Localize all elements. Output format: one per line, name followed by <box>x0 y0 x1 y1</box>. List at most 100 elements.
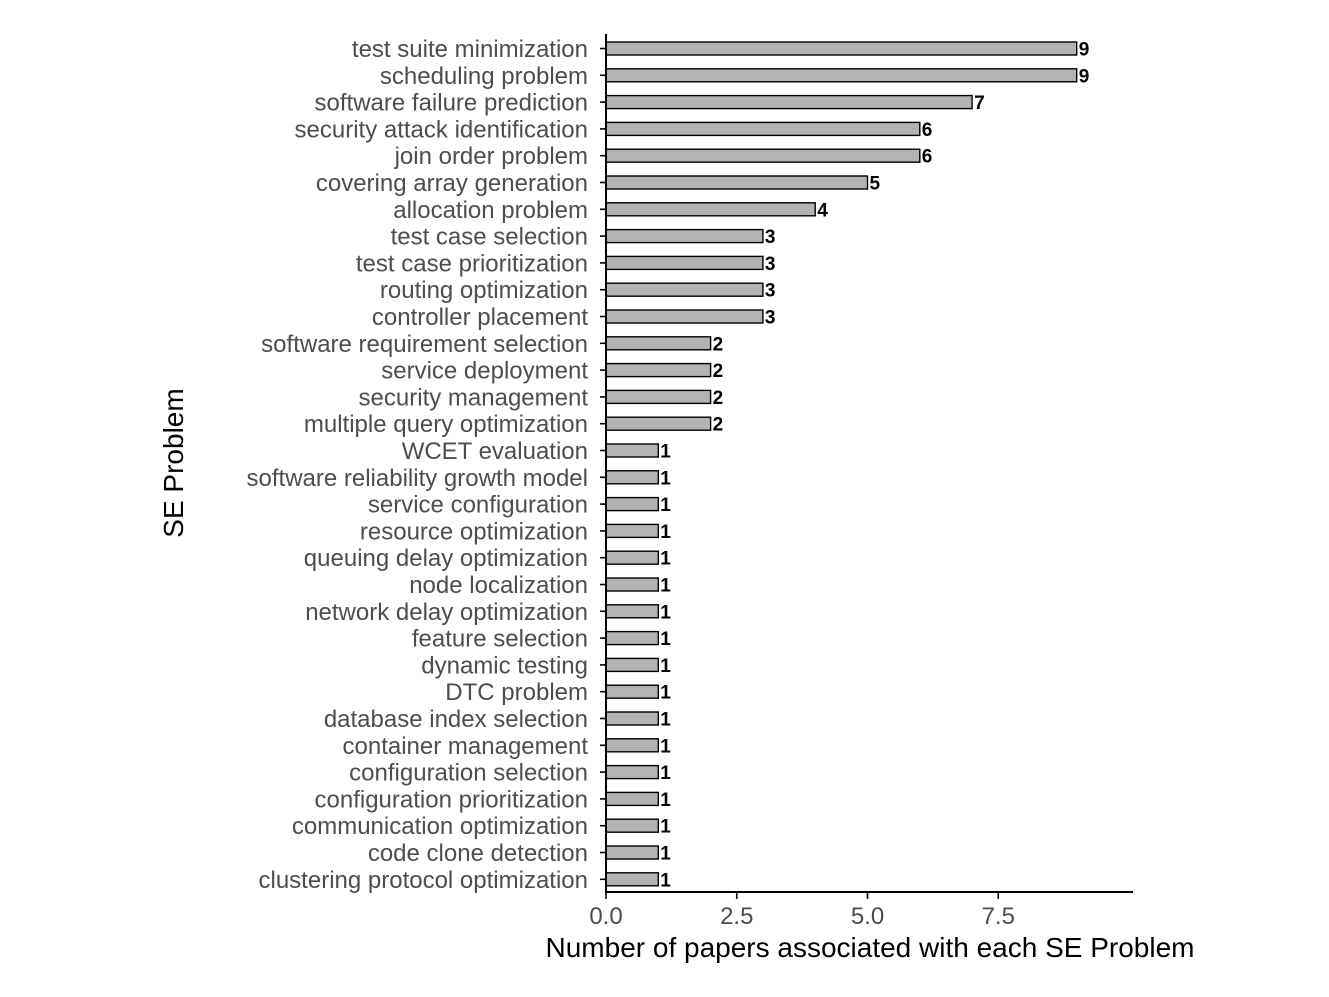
bar <box>605 389 712 405</box>
category-label: feature selection <box>412 626 588 653</box>
data-label: 1 <box>660 656 671 677</box>
data-label: 1 <box>660 442 671 463</box>
category-label: container management <box>343 733 589 760</box>
bar <box>605 523 659 539</box>
data-label: 1 <box>660 790 671 811</box>
category-label: clustering protocol optimization <box>259 867 589 894</box>
category-label: network delay optimization <box>305 599 588 626</box>
bar <box>605 202 816 217</box>
data-label: 3 <box>765 227 776 248</box>
data-label: 3 <box>765 308 776 329</box>
category-label: covering array generation <box>316 170 588 197</box>
x-tick-label: 2.5 <box>720 903 753 930</box>
category-label: software requirement selection <box>261 331 588 358</box>
bar <box>605 94 973 110</box>
bar <box>605 175 869 190</box>
category-label: routing optimization <box>380 277 588 304</box>
bar <box>605 470 659 485</box>
data-label: 1 <box>660 870 671 891</box>
bar <box>605 845 659 860</box>
data-label: 1 <box>660 576 671 597</box>
bar <box>605 496 659 512</box>
category-label: code clone detection <box>368 840 588 867</box>
bar <box>605 416 712 431</box>
bar <box>605 309 764 324</box>
category-label: scheduling problem <box>380 63 588 90</box>
data-label: 1 <box>660 549 671 570</box>
data-label: 1 <box>660 495 671 516</box>
category-label: service deployment <box>381 358 588 385</box>
y-axis <box>600 34 607 892</box>
data-label: 1 <box>660 844 671 865</box>
x-tick-label: 0.0 <box>589 903 622 930</box>
bar <box>605 41 1078 56</box>
x-axis: 0.0 2.5 5.0 7.5 <box>589 891 1133 930</box>
category-label: test suite minimization <box>352 36 588 63</box>
category-label: controller placement <box>372 304 588 331</box>
bar <box>605 791 659 807</box>
bar <box>605 282 764 297</box>
x-axis-title: Number of papers associated with each SE… <box>546 932 1195 963</box>
category-label: communication optimization <box>292 813 588 840</box>
category-label: queuing delay optimization <box>304 545 588 572</box>
data-label: 2 <box>713 361 724 382</box>
y-axis-title: SE Problem <box>158 388 189 537</box>
x-tick-label: 7.5 <box>982 903 1015 930</box>
data-label: 1 <box>660 683 671 704</box>
data-label: 1 <box>660 468 671 489</box>
category-label: test case selection <box>391 224 588 251</box>
category-label: node localization <box>409 572 588 599</box>
category-label: join order problem <box>394 143 588 170</box>
data-label: 1 <box>660 629 671 650</box>
category-label: service configuration <box>368 492 588 519</box>
data-label: 2 <box>713 388 724 409</box>
category-label: DTC problem <box>445 679 588 706</box>
data-label: 1 <box>660 602 671 623</box>
bar <box>605 121 921 137</box>
bar <box>605 255 764 271</box>
data-label: 1 <box>660 817 671 838</box>
category-label: security attack identification <box>295 116 588 143</box>
data-label: 9 <box>1079 40 1090 61</box>
category-label: database index selection <box>324 706 588 733</box>
bar <box>605 228 764 244</box>
bar <box>605 577 659 592</box>
data-label: 9 <box>1079 66 1090 87</box>
category-label: security management <box>359 384 589 411</box>
bar <box>605 604 659 619</box>
bar <box>605 362 712 378</box>
category-label: multiple query optimization <box>304 411 588 438</box>
data-label: 6 <box>922 147 933 168</box>
data-label: 5 <box>870 174 881 195</box>
category-label: resource optimization <box>360 518 588 545</box>
bar <box>605 764 659 780</box>
bars-group <box>605 41 1078 887</box>
bar <box>605 443 659 458</box>
x-tick-label: 5.0 <box>851 903 884 930</box>
bar <box>605 818 659 833</box>
bar <box>605 738 659 753</box>
data-label: 1 <box>660 736 671 757</box>
category-label: configuration selection <box>349 760 588 787</box>
bar <box>605 872 659 887</box>
data-label: 3 <box>765 254 776 275</box>
category-label: dynamic testing <box>421 652 588 679</box>
bar <box>605 68 1078 83</box>
category-label: WCET evaluation <box>402 438 588 465</box>
data-label: 4 <box>817 200 828 221</box>
data-label: 3 <box>765 281 776 302</box>
data-label: 1 <box>660 710 671 731</box>
category-label: configuration prioritization <box>315 786 588 813</box>
bar <box>605 630 659 646</box>
data-label: 7 <box>974 93 985 114</box>
data-label: 2 <box>713 334 724 355</box>
category-label: allocation problem <box>393 197 588 224</box>
data-label: 6 <box>922 120 933 141</box>
bar <box>605 684 659 699</box>
bar <box>605 711 659 726</box>
bar <box>605 336 712 351</box>
bar <box>605 657 659 673</box>
bar <box>605 148 921 163</box>
data-label: 1 <box>660 522 671 543</box>
